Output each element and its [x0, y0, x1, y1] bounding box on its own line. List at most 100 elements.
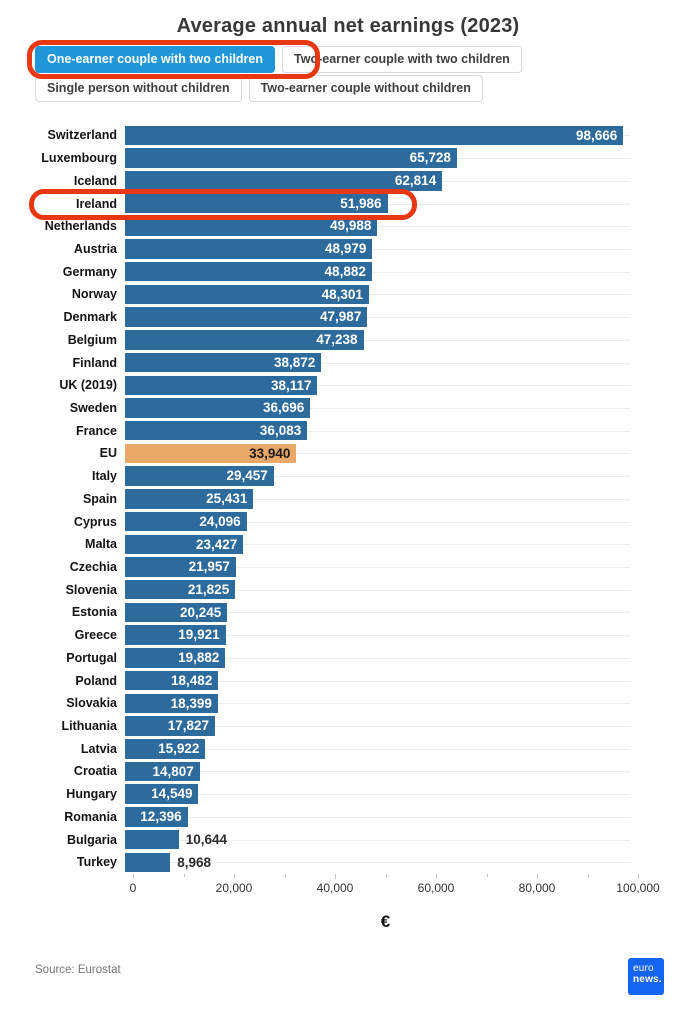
euronews-logo: euro news.: [628, 957, 664, 995]
bar-area: 15,922: [125, 737, 688, 760]
bar-row: Switzerland 98,666: [0, 124, 696, 147]
bar-area: 51,986: [125, 192, 688, 215]
axis-tick: [436, 873, 437, 879]
axis-tick: [335, 873, 336, 879]
bar: 17,827: [125, 716, 216, 736]
gridline: [125, 498, 630, 500]
value-label: 21,825: [187, 581, 230, 597]
value-label: 38,117: [270, 377, 312, 393]
gridline: [125, 839, 630, 841]
gridline: [125, 226, 630, 228]
bar-row: Denmark 47,987: [0, 306, 696, 329]
gridline: [125, 589, 630, 591]
bar: 38,117: [125, 375, 318, 395]
axis-tick: [133, 873, 134, 879]
bar: 14,549: [125, 784, 199, 804]
value-label: 20,245: [179, 604, 222, 620]
bar: 19,921: [125, 625, 226, 645]
filter-one-earner-couple-two-children[interactable]: One-earner couple with two children: [35, 46, 276, 73]
gridline: [125, 680, 630, 682]
bar-row: Iceland 62,814: [0, 169, 696, 192]
country-label: Spain: [82, 491, 117, 506]
bar-area: 98,666: [125, 124, 688, 147]
bar: 24,096: [125, 511, 247, 532]
country-label: Ireland: [76, 196, 117, 211]
value-label: 17,827: [167, 718, 210, 734]
country-label: Sweden: [69, 400, 117, 415]
bar: 47,238: [125, 330, 364, 350]
country-label: Iceland: [73, 173, 117, 188]
value-label: 21,957: [188, 559, 230, 575]
bar: 25,431: [125, 489, 254, 509]
gridline: [125, 748, 630, 750]
bar-area: 47,987: [125, 306, 688, 329]
bar: 62,814: [125, 171, 443, 191]
value-label: 48,979: [325, 241, 367, 257]
value-label: 19,921: [178, 627, 220, 643]
value-label: 15,922: [158, 741, 200, 756]
bar-row: Luxembourg 65,728: [0, 147, 696, 170]
axis-tick-label: 0: [129, 880, 137, 895]
country-label: Norway: [71, 287, 117, 302]
bar-area: 47,238: [125, 328, 688, 351]
bar: [125, 852, 171, 873]
bar-row: Spain 25,431: [0, 488, 696, 511]
value-label: 36,696: [263, 400, 305, 416]
value-label: 12,396: [140, 809, 182, 825]
filter-row-1: One-earner couple with two children Two-…: [35, 46, 696, 73]
bar: 15,922: [125, 739, 206, 759]
country-label: Portugal: [66, 650, 117, 665]
bar: 48,882: [125, 261, 372, 282]
bar-row: Netherlands 49,988: [0, 215, 696, 238]
value-label: 10,644: [185, 831, 228, 847]
bar-row: Finland 38,872: [0, 351, 696, 374]
gridline: [125, 339, 630, 341]
source-note: Source: Eurostat: [35, 963, 121, 976]
bar: 19,882: [125, 648, 226, 668]
gridline: [125, 385, 630, 387]
country-label: Turkey: [76, 855, 117, 870]
gridline: [125, 521, 630, 523]
bar-row: Malta 23,427: [0, 533, 696, 556]
bar: 18,399: [125, 693, 218, 714]
bar: 47,987: [125, 307, 368, 327]
bar: [125, 829, 179, 850]
country-label: Italy: [91, 469, 117, 484]
gridline: [125, 294, 630, 296]
gridline: [125, 407, 630, 409]
value-label: 18,482: [171, 672, 213, 688]
country-label: Austria: [73, 241, 117, 256]
country-label: Netherlands: [44, 219, 117, 234]
axis-tick: [234, 873, 235, 879]
bar-row: Croatia 14,807: [0, 760, 696, 783]
bar: 33,940: [125, 443, 297, 464]
bar-area: 36,083: [125, 419, 688, 442]
bar-area: 65,728: [125, 147, 688, 170]
axis-tick-label: 80,000: [518, 880, 556, 895]
bar: 23,427: [125, 534, 244, 555]
filter-two-earner-couple-no-children[interactable]: Two-earner couple without children: [248, 75, 483, 102]
value-label: 19,882: [178, 650, 220, 666]
gridline: [125, 794, 630, 796]
value-label: 38,872: [274, 354, 316, 370]
bar-area: 8,968: [125, 851, 688, 874]
bar: 29,457: [125, 466, 274, 486]
bar-rows: Switzerland 98,666 Luxembourg 65,728 Iceland…: [0, 124, 696, 874]
gridline: [125, 430, 630, 432]
bar-area: 10,644: [125, 828, 688, 851]
filter-single-person-no-children[interactable]: Single person without children: [35, 75, 242, 102]
filter-two-earner-couple-two-children[interactable]: Two-earner couple with two children: [282, 46, 522, 73]
country-label: EU: [99, 446, 117, 461]
axis-tick: [183, 873, 185, 877]
bar-row: Greece 19,921: [0, 624, 696, 647]
bar: 98,666: [125, 125, 624, 146]
bar-area: 29,457: [125, 465, 688, 488]
bar-row: Germany 48,882: [0, 260, 696, 283]
value-label: 14,549: [151, 786, 193, 802]
bar-area: 48,979: [125, 238, 688, 261]
bar-row: Slovenia 21,825: [0, 578, 696, 601]
gridline: [125, 567, 630, 569]
bar-row: Ireland 51,986: [0, 192, 696, 215]
country-label: Latvia: [80, 741, 117, 756]
bar-area: 17,827: [125, 715, 688, 738]
